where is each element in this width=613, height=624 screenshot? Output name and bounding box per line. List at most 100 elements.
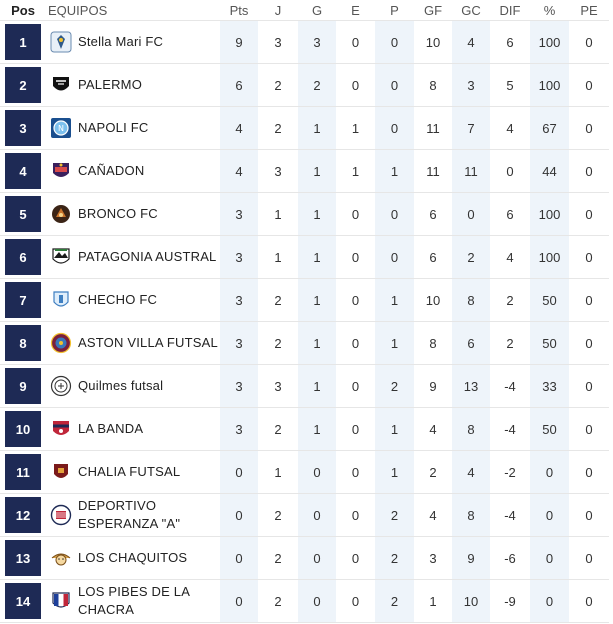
pos-cell: 1 xyxy=(0,20,46,64)
stat-j: 3 xyxy=(258,20,298,64)
team-name[interactable]: LOS CHAQUITOS xyxy=(78,550,188,565)
stat-dif: -4 xyxy=(490,493,530,537)
quilmes-crest-icon xyxy=(50,375,72,397)
team-cell[interactable]: CHALIA FUTSAL xyxy=(46,450,220,494)
team-name[interactable]: PALERMO xyxy=(78,77,143,92)
table-row[interactable]: 6 PATAGONIA AUSTRAL 3 1 1 0 0 6 2 4 100 0 xyxy=(0,235,609,279)
team-cell[interactable]: CAÑADON xyxy=(46,149,220,193)
team-name[interactable]: Stella Mari FC xyxy=(78,34,164,49)
header-e: E xyxy=(351,2,360,18)
table-row[interactable]: 12 DEPORTIVO ESPERANZA "A" 0 2 0 0 2 4 8 -4 0 0 xyxy=(0,493,609,537)
stat-dif: -4 xyxy=(490,407,530,451)
stat-pts: 0 xyxy=(220,450,258,494)
stella-mari-crest-icon xyxy=(50,31,72,53)
canadon-crest-icon xyxy=(50,160,72,182)
stat-pct: 0 xyxy=(530,493,569,537)
table-row[interactable]: 7 CHECHO FC 3 2 1 0 1 10 8 2 50 0 xyxy=(0,278,609,322)
standings-body: 1 Stella Mari FC 9 3 3 0 0 10 4 6 100 0 2 PALERMO 6 2 2 0… xyxy=(0,20,609,623)
stat-gf: 3 xyxy=(414,536,452,580)
pos-badge: 2 xyxy=(5,67,41,103)
header-gc: GC xyxy=(461,2,481,18)
stat-pts: 9 xyxy=(220,20,258,64)
bronco-crest-icon xyxy=(50,203,72,225)
stat-pct: 100 xyxy=(530,192,569,236)
stat-pts: 3 xyxy=(220,364,258,408)
pos-badge: 9 xyxy=(5,368,41,404)
stat-gc: 11 xyxy=(452,149,490,193)
team-name[interactable]: Quilmes futsal xyxy=(78,378,164,393)
table-row[interactable]: 4 CAÑADON 4 3 1 1 1 11 11 0 44 0 xyxy=(0,149,609,193)
stat-dif: -6 xyxy=(490,536,530,580)
header-gf: GF xyxy=(423,2,443,18)
pos-cell: 8 xyxy=(0,321,46,365)
table-row[interactable]: 14 LOS PIBES DE LA CHACRA 0 2 0 0 2 1 10 -9 0 0 xyxy=(0,579,609,623)
stat-e: 0 xyxy=(336,192,375,236)
stat-gc: 0 xyxy=(452,192,490,236)
stat-pct: 100 xyxy=(530,20,569,64)
pos-cell: 14 xyxy=(0,579,46,623)
table-row[interactable]: 10 LA BANDA 3 2 1 0 1 4 8 -4 50 0 xyxy=(0,407,609,451)
stat-j: 2 xyxy=(258,579,298,623)
team-cell[interactable]: PATAGONIA AUSTRAL xyxy=(46,235,220,279)
stat-e: 1 xyxy=(336,149,375,193)
stat-gc: 7 xyxy=(452,106,490,150)
team-cell[interactable]: BRONCO FC xyxy=(46,192,220,236)
stat-gc: 8 xyxy=(452,407,490,451)
team-cell[interactable]: DEPORTIVO ESPERANZA "A" xyxy=(46,493,220,537)
team-name[interactable]: CHECHO FC xyxy=(78,292,158,307)
team-cell[interactable]: CHECHO FC xyxy=(46,278,220,322)
table-row[interactable]: 8 ASTON VILLA FUTSAL 3 2 1 0 1 8 6 2 50 0 xyxy=(0,321,609,365)
team-name[interactable]: LOS PIBES DE LA CHACRA xyxy=(78,584,190,617)
stat-dif: 4 xyxy=(490,235,530,279)
stat-gf: 2 xyxy=(414,450,452,494)
pos-badge: 13 xyxy=(5,540,41,576)
team-cell[interactable]: PALERMO xyxy=(46,63,220,107)
table-row[interactable]: 3 N NAPOLI FC 4 2 1 1 0 11 7 4 67 0 xyxy=(0,106,609,150)
stat-gf: 8 xyxy=(414,63,452,107)
stat-j: 2 xyxy=(258,63,298,107)
napoli-crest-icon: N xyxy=(50,117,72,139)
stat-pts: 0 xyxy=(220,536,258,580)
stat-dif: -4 xyxy=(490,364,530,408)
team-name[interactable]: CAÑADON xyxy=(78,163,145,178)
team-name[interactable]: LA BANDA xyxy=(78,421,144,436)
header-j: J xyxy=(274,2,282,18)
stat-gf: 4 xyxy=(414,407,452,451)
stat-p: 2 xyxy=(375,364,414,408)
table-row[interactable]: 13 LOS CHAQUITOS 0 2 0 0 2 3 9 -6 0 0 xyxy=(0,536,609,580)
team-name[interactable]: CHALIA FUTSAL xyxy=(78,464,181,479)
pos-badge: 14 xyxy=(5,583,41,619)
stat-g: 3 xyxy=(298,20,336,64)
pos-cell: 7 xyxy=(0,278,46,322)
team-cell[interactable]: LOS PIBES DE LA CHACRA xyxy=(46,579,220,623)
team-name[interactable]: PATAGONIA AUSTRAL xyxy=(78,249,217,264)
team-cell[interactable]: LA BANDA xyxy=(46,407,220,451)
table-row[interactable]: 2 PALERMO 6 2 2 0 0 8 3 5 100 0 xyxy=(0,63,609,107)
table-row[interactable]: 11 CHALIA FUTSAL 0 1 0 0 1 2 4 -2 0 0 xyxy=(0,450,609,494)
team-cell[interactable]: LOS CHAQUITOS xyxy=(46,536,220,580)
team-cell[interactable]: N NAPOLI FC xyxy=(46,106,220,150)
pos-badge: 5 xyxy=(5,196,41,232)
stat-gf: 10 xyxy=(414,20,452,64)
stat-j: 3 xyxy=(258,364,298,408)
team-cell[interactable]: ASTON VILLA FUTSAL xyxy=(46,321,220,365)
pos-cell: 13 xyxy=(0,536,46,580)
stat-pe: 0 xyxy=(569,20,609,64)
team-name[interactable]: DEPORTIVO ESPERANZA "A" xyxy=(78,498,181,531)
stat-p: 0 xyxy=(375,63,414,107)
stat-gf: 10 xyxy=(414,278,452,322)
stat-p: 2 xyxy=(375,493,414,537)
stat-pct: 50 xyxy=(530,407,569,451)
header-pts: Pts xyxy=(229,2,249,18)
team-name[interactable]: ASTON VILLA FUTSAL xyxy=(78,335,218,350)
team-cell[interactable]: Stella Mari FC xyxy=(46,20,220,64)
table-row[interactable]: 9 Quilmes futsal 3 3 1 0 2 9 13 -4 33 0 xyxy=(0,364,609,408)
team-name[interactable]: BRONCO FC xyxy=(78,206,158,221)
table-row[interactable]: 5 BRONCO FC 3 1 1 0 0 6 0 6 100 0 xyxy=(0,192,609,236)
stat-dif: 2 xyxy=(490,321,530,365)
patagonia-austral-crest-icon xyxy=(50,246,72,268)
team-name[interactable]: NAPOLI FC xyxy=(78,120,149,135)
table-row[interactable]: 1 Stella Mari FC 9 3 3 0 0 10 4 6 100 0 xyxy=(0,20,609,64)
palermo-crest-icon xyxy=(50,74,72,96)
team-cell[interactable]: Quilmes futsal xyxy=(46,364,220,408)
